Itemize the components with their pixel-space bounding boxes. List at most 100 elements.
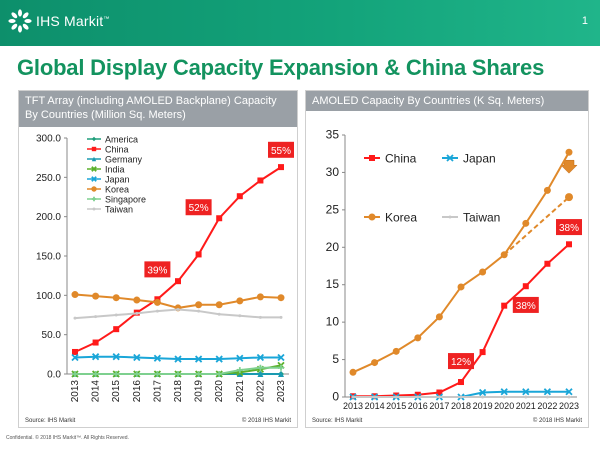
tft-series-china-point (92, 339, 99, 346)
amoled-legend-korea-label: Korea (385, 211, 417, 225)
tft-annotation-label: 55% (271, 146, 291, 157)
tft-series-singapore-point (72, 371, 78, 377)
amoled-annotation-label: 38% (559, 223, 579, 234)
tft-series-germany-point (278, 371, 284, 377)
tft-annotation-box (144, 261, 171, 278)
amoled-annotation-box (556, 219, 582, 236)
amoled-series-japan-point (478, 388, 487, 397)
tft-legend-germany-swatch-marker (91, 156, 97, 162)
tft-series-korea-point (153, 298, 161, 306)
tft-series-germany-point (236, 371, 243, 377)
tft-series-singapore-point (236, 367, 243, 374)
amoled-series-korea-point (479, 268, 487, 276)
tft-series-japan-point (256, 353, 265, 362)
amoled-series-taiwan-point (373, 395, 377, 399)
amoled-series-japan-point (565, 388, 573, 396)
amoled-x-tick-label: 2018 (451, 401, 471, 411)
tft-series-korea-point (133, 296, 141, 304)
tft-series-singapore-point (133, 371, 140, 377)
tft-series-china-point (278, 164, 284, 171)
amoled-annotation-box (512, 296, 539, 313)
tft-legend-japan-swatch-marker (91, 176, 97, 182)
amoled-series-japan-point (543, 388, 552, 396)
amoled-legend-china-swatch-marker (369, 155, 375, 161)
tft-series-singapore-point (175, 371, 181, 377)
tft-y-tick-label: 100.0 (36, 291, 61, 302)
amoled-series-taiwan-point (524, 395, 528, 399)
tft-y-tick-label: 0.0 (47, 370, 61, 381)
amoled-series-korea-point (565, 148, 573, 156)
tft-legend-korea-swatch-marker (91, 186, 97, 192)
tft-series-japan-point (194, 355, 203, 363)
page-title: Global Display Capacity Expansion & Chin… (17, 55, 545, 80)
amoled-series-china-point (479, 349, 486, 356)
amoled-x-tick-label: 2013 (343, 401, 363, 411)
tft-series-singapore-point (154, 371, 161, 377)
brand-name: IHS Markit™ (36, 13, 110, 29)
amoled-series-taiwan-point (437, 395, 441, 399)
tft-series-china-point (236, 193, 243, 200)
tft-chart-copyright: © 2018 IHS Markit (241, 418, 291, 424)
tft-legend-taiwan-label: Taiwan (105, 205, 133, 215)
tft-series-korea-point (71, 291, 79, 299)
tft-series-korea-point (256, 293, 264, 301)
tft-series-japan-point (215, 355, 223, 363)
amoled-series-korea-point (543, 186, 551, 194)
tft-x-tick-label: 2016 (132, 380, 143, 403)
tft-series-taiwan-point (176, 307, 180, 311)
tft-series-singapore-point (113, 371, 120, 377)
tft-series-japan-point (91, 353, 100, 361)
tft-legend-germany-label: Germany (105, 155, 143, 165)
tft-series-taiwan-point (135, 311, 139, 315)
tft-series-korea-point (195, 301, 203, 309)
tft-x-tick-label: 2023 (276, 380, 287, 403)
amoled-annotation-label: 12% (451, 357, 471, 368)
amoled-series-taiwan-point (481, 395, 485, 399)
tft-series-korea-point (112, 294, 120, 302)
tft-x-tick-label: 2019 (194, 380, 205, 403)
tft-y-tick-label: 50.0 (42, 330, 62, 341)
tft-series-japan-point (71, 353, 79, 362)
tft-series-korea-point (215, 301, 223, 309)
amoled-chart-source: Source: IHS Markit (312, 418, 363, 424)
amoled-x-tick-label: 2023 (559, 401, 579, 411)
tft-x-tick-label: 2022 (255, 380, 266, 403)
tft-legend-singapore-swatch-marker (91, 196, 97, 202)
tft-series-china-point (72, 348, 78, 355)
amoled-series-taiwan-point (351, 395, 355, 399)
tft-chart-title: TFT Array (including AMOLED Backplane) C… (19, 91, 297, 127)
tft-legend-america-label: America (105, 135, 138, 145)
amoled-series-taiwan-point (394, 395, 398, 399)
amoled-capacity-panel: AMOLED Capacity By Countries (K Sq. Mete… (305, 90, 589, 428)
tft-series-korea-point (277, 294, 285, 302)
amoled-y-tick-label: 15 (326, 277, 340, 291)
tft-legend-korea-label: Korea (105, 185, 129, 195)
amoled-series-taiwan-point (545, 395, 549, 399)
tft-x-tick-label: 2018 (173, 380, 184, 403)
tft-series-taiwan-point (155, 309, 159, 313)
amoled-series-korea-point (457, 283, 465, 291)
tft-series-singapore-point (257, 364, 264, 371)
amoled-legend-taiwan-swatch-marker (448, 215, 452, 219)
tft-y-tick-label: 200.0 (36, 212, 61, 223)
amoled-series-korea-point (435, 313, 443, 321)
tft-series-korea-point (92, 292, 100, 300)
amoled-y-tick-label: 5 (332, 352, 339, 366)
tft-x-tick-label: 2015 (111, 380, 122, 403)
amoled-series-korea-line (352, 151, 570, 374)
tft-series-taiwan-point (73, 316, 77, 320)
tft-chart-source: Source: IHS Markit (25, 418, 76, 424)
amoled-legend-korea-swatch-marker (368, 213, 376, 221)
tft-series-japan-point (133, 353, 141, 362)
header-bar: IHS Markit™ 1 (0, 0, 600, 46)
tft-legend-america-swatch-marker (91, 136, 97, 142)
amoled-series-japan-point (522, 388, 530, 396)
tft-series-taiwan-point (197, 309, 201, 313)
amoled-series-taiwan-point (416, 395, 420, 399)
tft-series-china-point (195, 251, 202, 258)
ihs-markit-logo-icon (8, 9, 32, 33)
amoled-series-korea-point (500, 251, 508, 259)
amoled-x-tick-label: 2017 (429, 401, 449, 411)
tft-series-taiwan-point (258, 315, 262, 319)
tft-series-japan-point (112, 353, 120, 361)
